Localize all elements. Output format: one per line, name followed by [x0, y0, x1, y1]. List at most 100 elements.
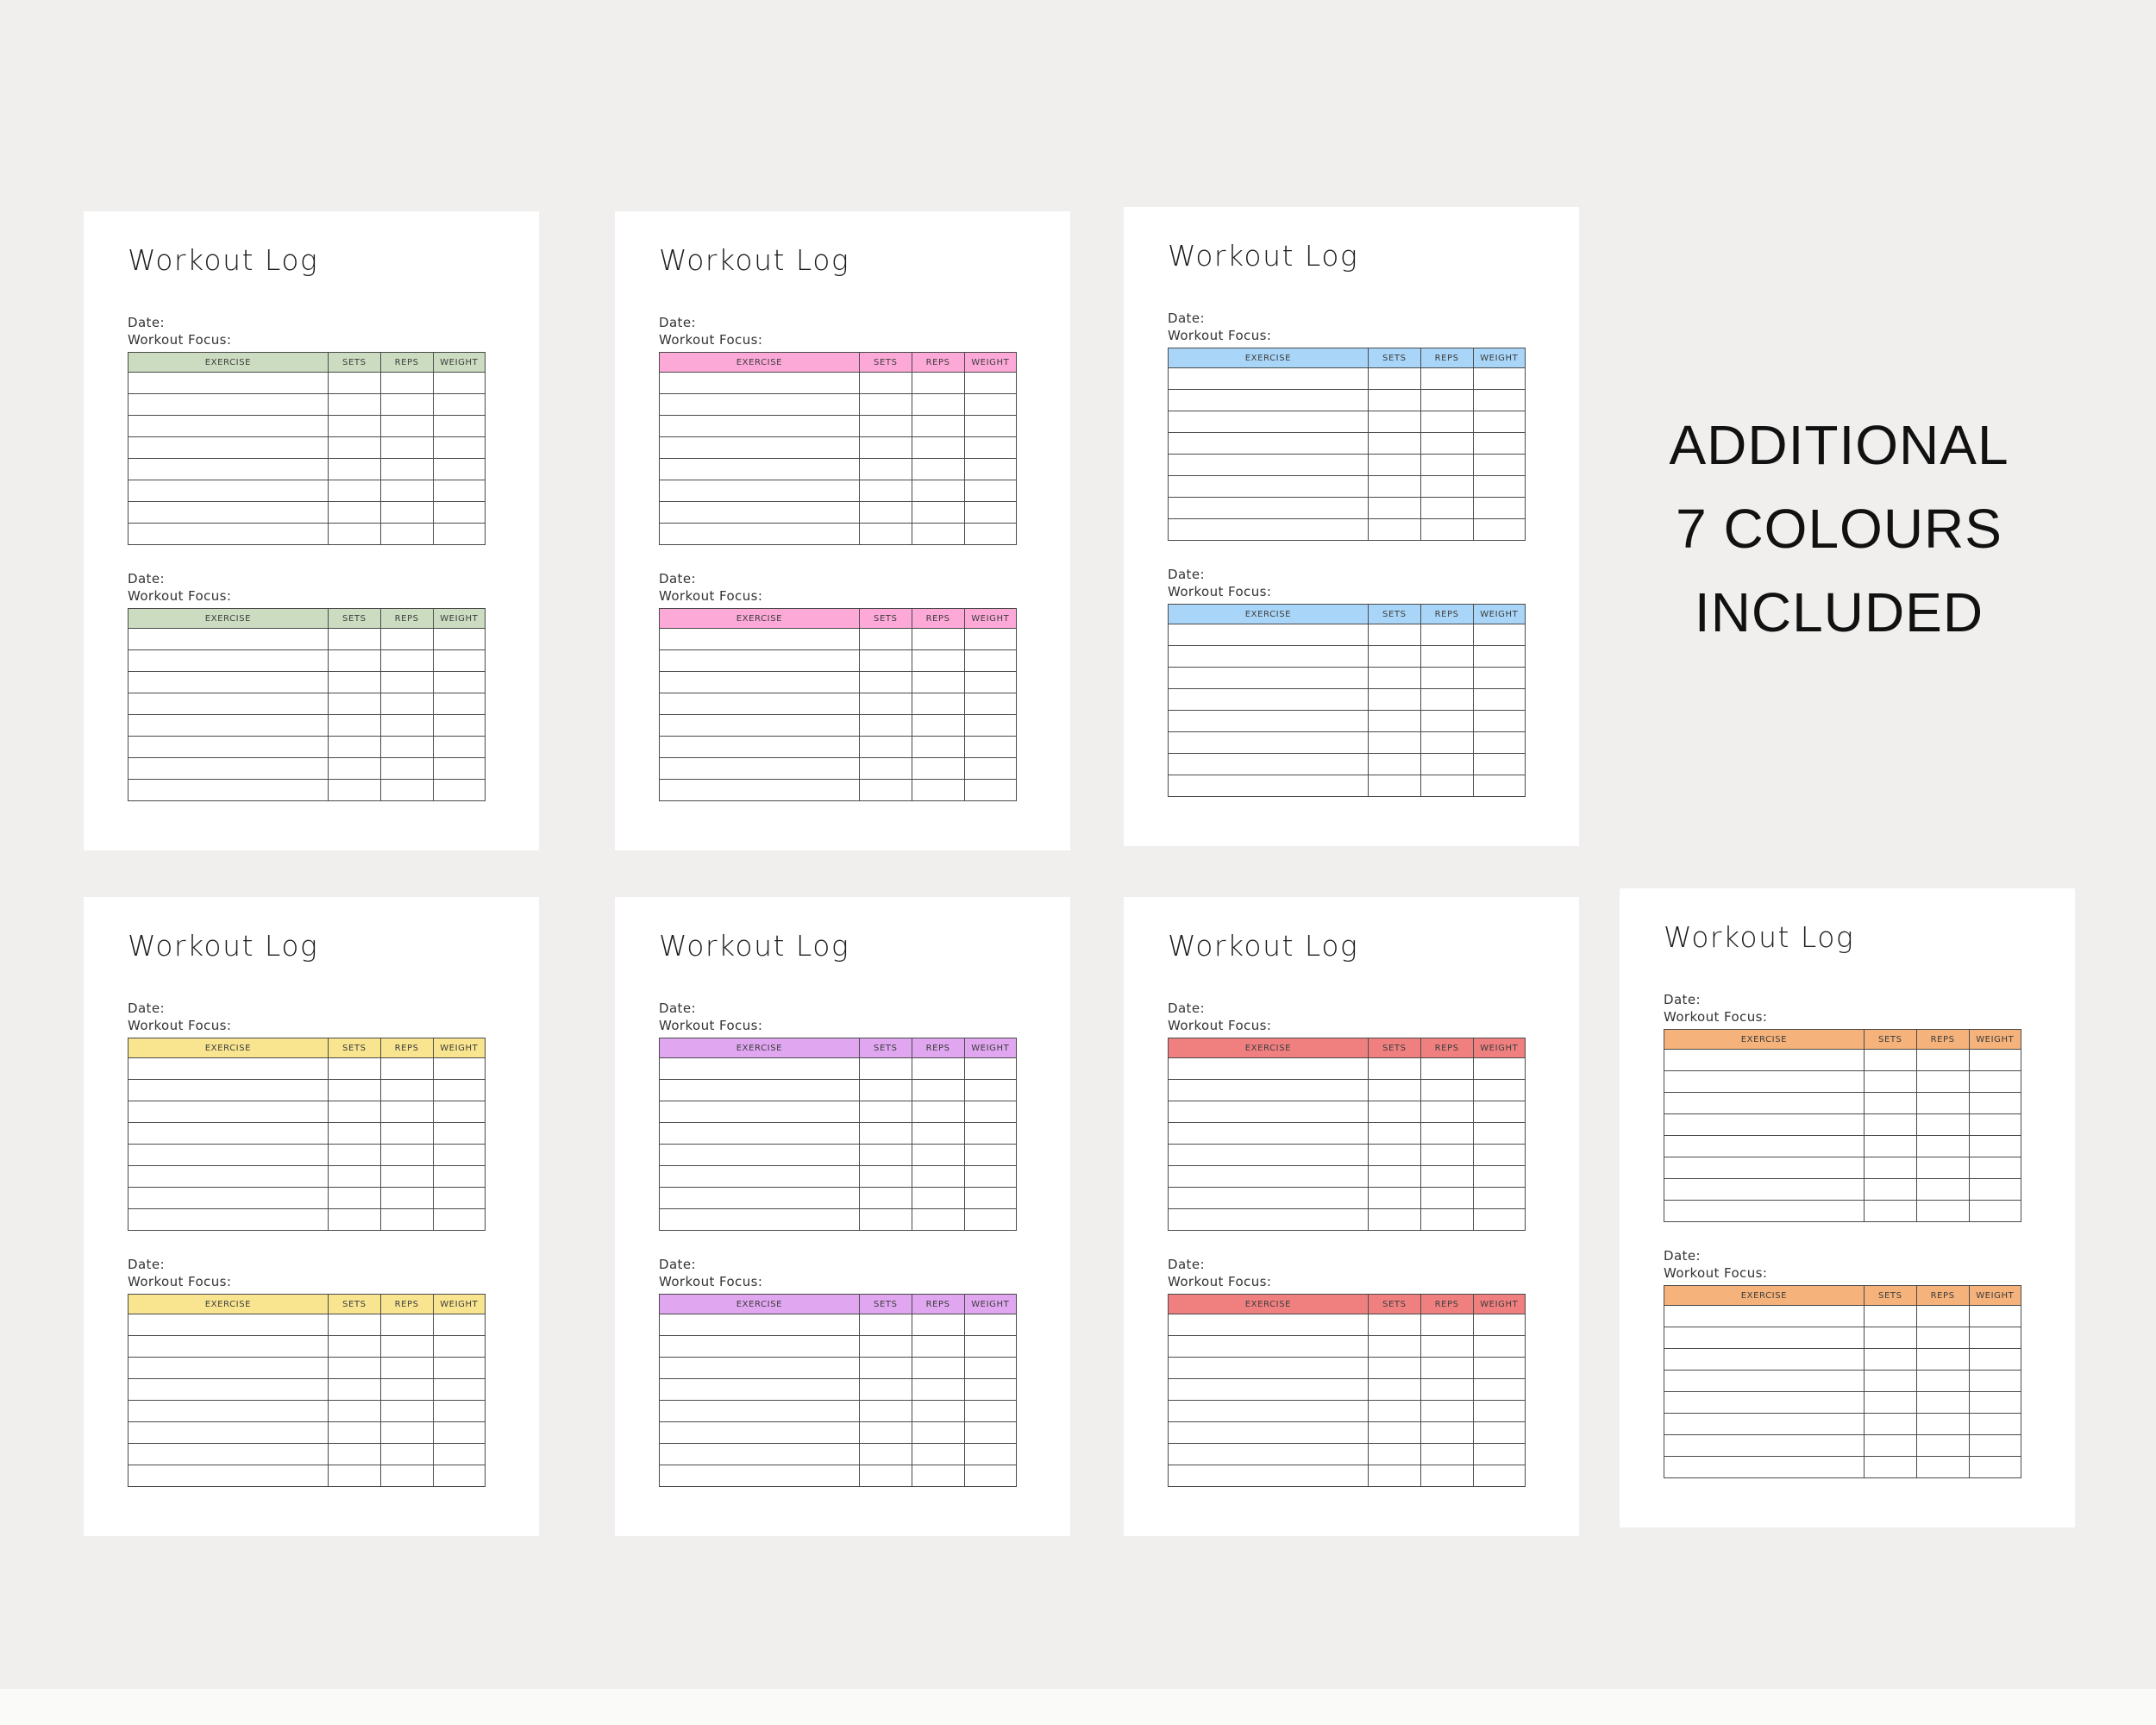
empty-cell [911, 1101, 965, 1123]
empty-cell [1968, 1113, 2022, 1136]
empty-cell [1915, 1178, 1970, 1201]
workout-log-page-red: Workout Log Date: Workout Focus: EXERCIS… [1124, 897, 1579, 1536]
page-title: Workout Log [659, 243, 850, 277]
column-header-reps: REPS [1915, 1285, 1970, 1306]
page-title: Workout Log [1168, 239, 1359, 273]
table-row [1168, 367, 1526, 390]
empty-cell [1664, 1434, 1865, 1457]
empty-cell [1168, 367, 1369, 390]
table-header-row: EXERCISE SETS REPS WEIGHT [128, 352, 486, 373]
empty-cell [432, 1357, 486, 1379]
column-header-sets: SETS [327, 352, 381, 373]
empty-cell [1863, 1178, 1917, 1201]
table-row [1168, 1187, 1526, 1209]
empty-cell [379, 1187, 434, 1209]
empty-cell [659, 372, 860, 394]
empty-cell [659, 1465, 860, 1487]
empty-cell [858, 523, 912, 545]
table-row [659, 714, 1018, 737]
empty-cell [327, 415, 381, 437]
workout-focus-label: Workout Focus: [1168, 327, 1272, 343]
empty-cell [379, 1378, 434, 1401]
empty-cell [1968, 1348, 2022, 1371]
empty-cell [1420, 1400, 1474, 1422]
column-header-reps: REPS [911, 608, 965, 629]
page-title: Workout Log [1664, 920, 1855, 954]
date-label: Date: [1168, 310, 1205, 326]
empty-cell [911, 480, 965, 502]
empty-cell [963, 1079, 1018, 1101]
empty-cell [1664, 1113, 1865, 1136]
empty-cell [1472, 775, 1526, 797]
empty-cell [1472, 367, 1526, 390]
bottom-strip [0, 1689, 2156, 1725]
empty-cell [911, 372, 965, 394]
table-row [659, 649, 1018, 672]
log-section-2: Date: Workout Focus: EXERCISE SETS REPS WEI… [128, 1257, 486, 1487]
column-header-sets: SETS [1863, 1285, 1917, 1306]
column-header-reps: REPS [911, 352, 965, 373]
table-row [1168, 645, 1526, 668]
column-header-weight: WEIGHT [1472, 1038, 1526, 1058]
empty-cell [379, 714, 434, 737]
column-header-weight: WEIGHT [432, 1294, 486, 1314]
table-row [659, 1421, 1018, 1444]
table-row [1168, 1335, 1526, 1358]
empty-cell [963, 649, 1018, 672]
empty-cell [858, 436, 912, 459]
empty-cell [1168, 1465, 1369, 1487]
table-row [1664, 1327, 2022, 1349]
log-section-1: Date: Workout Focus: EXERCISE SETS REPS WEI… [659, 1000, 1018, 1231]
empty-cell [858, 1335, 912, 1358]
empty-cell [1367, 1079, 1421, 1101]
table-row [1168, 1443, 1526, 1465]
empty-cell [379, 1079, 434, 1101]
workout-table: EXERCISE SETS REPS WEIGHT [659, 1294, 1018, 1487]
empty-cell [1420, 1421, 1474, 1444]
empty-cell [1863, 1348, 1917, 1371]
empty-cell [1168, 645, 1369, 668]
empty-cell [659, 436, 860, 459]
empty-cell [911, 1335, 965, 1358]
table-header-row: EXERCISE SETS REPS WEIGHT [1168, 348, 1526, 368]
empty-cell [1472, 1187, 1526, 1209]
empty-cell [1664, 1178, 1865, 1201]
empty-cell [1968, 1070, 2022, 1093]
table-row [659, 436, 1018, 459]
empty-cell [379, 415, 434, 437]
empty-cell [1168, 1357, 1369, 1379]
table-row [128, 523, 486, 545]
empty-cell [659, 1400, 860, 1422]
empty-cell [858, 1187, 912, 1209]
empty-cell [432, 779, 486, 801]
empty-cell [379, 736, 434, 758]
empty-cell [128, 628, 329, 650]
empty-cell [659, 649, 860, 672]
empty-cell [1168, 1208, 1369, 1231]
empty-cell [1168, 1443, 1369, 1465]
empty-cell [128, 693, 329, 715]
column-header-reps: REPS [911, 1038, 965, 1058]
table-row [1664, 1070, 2022, 1093]
table-row [659, 1101, 1018, 1123]
empty-cell [1863, 1092, 1917, 1114]
empty-cell [911, 1400, 965, 1422]
empty-cell [911, 523, 965, 545]
empty-cell [1420, 1465, 1474, 1487]
empty-cell [963, 523, 1018, 545]
empty-cell [858, 415, 912, 437]
empty-cell [1664, 1413, 1865, 1435]
empty-cell [327, 393, 381, 416]
empty-cell [379, 523, 434, 545]
table-row [1664, 1113, 2022, 1136]
empty-cell [432, 1187, 486, 1209]
empty-cell [432, 1443, 486, 1465]
empty-cell [379, 628, 434, 650]
log-section-2: Date: Workout Focus: EXERCISE SETS REPS WEI… [128, 571, 486, 801]
empty-cell [432, 1079, 486, 1101]
empty-cell [1367, 367, 1421, 390]
table-row [128, 1400, 486, 1422]
workout-focus-label: Workout Focus: [659, 331, 763, 348]
column-header-reps: REPS [379, 352, 434, 373]
column-header-exercise: EXERCISE [1168, 1038, 1369, 1058]
